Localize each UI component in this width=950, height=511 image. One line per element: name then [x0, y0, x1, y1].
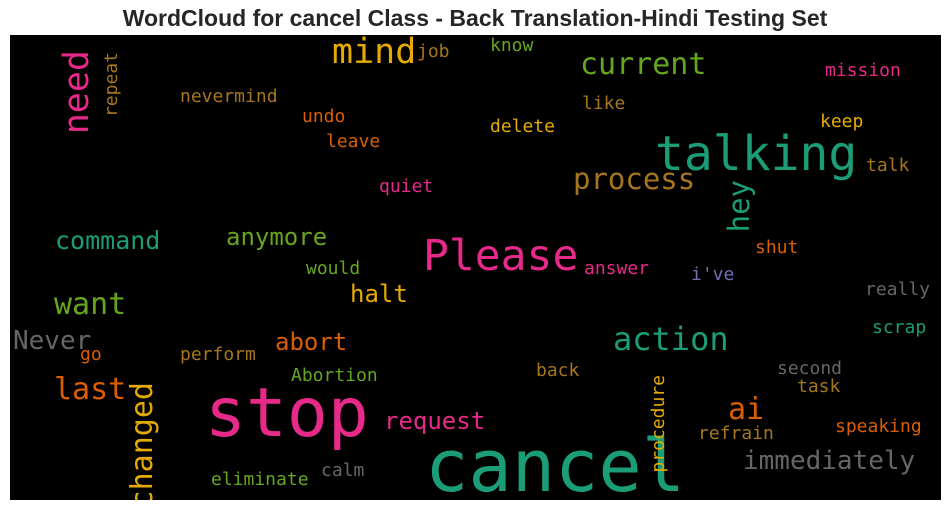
word-undo: undo [302, 106, 346, 127]
word-nevermind: nevermind [180, 86, 278, 107]
word-job: job [417, 41, 450, 62]
word-keep: keep [820, 111, 864, 132]
word-halt: halt [350, 280, 408, 308]
word-procedure: procedure [648, 375, 669, 473]
word-really: really [865, 279, 931, 300]
word-eliminate: eliminate [211, 469, 309, 490]
word-never: Never [13, 326, 92, 356]
word-i-ve: i've [691, 264, 735, 285]
word-refrain: refrain [698, 423, 774, 444]
word-hey: hey [722, 180, 756, 233]
word-perform: perform [180, 344, 256, 365]
word-know: know [490, 35, 534, 56]
word-mind: mind [332, 35, 417, 72]
word-answer: answer [584, 258, 650, 279]
word-delete: delete [490, 116, 556, 137]
word-ai: ai [728, 392, 765, 427]
word-leave: leave [326, 131, 381, 152]
word-second: second [777, 358, 843, 379]
word-changed: changed [125, 382, 160, 500]
word-shut: shut [755, 237, 799, 258]
word-current: current [580, 47, 707, 82]
word-task: task [797, 376, 841, 397]
word-cancel: cancel [425, 424, 686, 500]
word-would: would [306, 258, 361, 279]
word-anymore: anymore [226, 223, 328, 251]
word-back: back [536, 360, 580, 381]
word-request: request [384, 407, 486, 435]
word-quiet: quiet [379, 176, 434, 197]
word-calm: calm [321, 460, 365, 481]
word-stop: stop [205, 374, 369, 453]
word-like: like [582, 93, 626, 114]
word-action: action [613, 320, 729, 358]
word-talk: talk [866, 155, 910, 176]
word-speaking: speaking [835, 416, 922, 437]
word-abort: abort [275, 328, 348, 356]
word-please: Please [423, 231, 579, 281]
word-repeat: repeat [101, 52, 122, 118]
word-process: process [573, 162, 696, 196]
word-talking: talking [655, 126, 858, 182]
word-last: last [54, 372, 127, 407]
chart-title: WordCloud for cancel Class - Back Transl… [122, 5, 828, 31]
word-want: want [54, 287, 127, 322]
word-go: go [80, 344, 102, 365]
word-mission: mission [825, 60, 901, 81]
word-abortion: Abortion [291, 365, 378, 386]
word-need: need [57, 50, 97, 135]
word-immediately: immediately [743, 446, 916, 476]
word-scrap: scrap [872, 317, 927, 338]
wordcloud-canvas: cancel stop talking Please mind need action cur… [10, 35, 941, 500]
word-command: command [55, 226, 161, 255]
